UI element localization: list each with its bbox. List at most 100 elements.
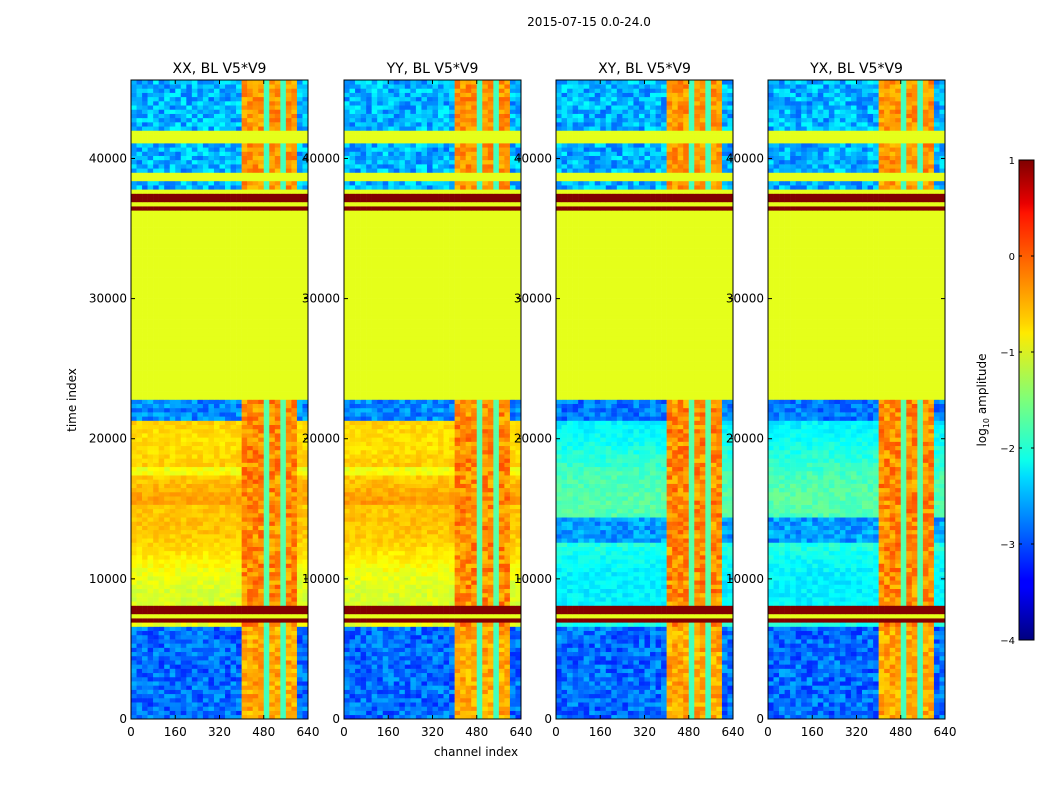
heatmap-cell [169, 243, 176, 249]
heatmap-cell [269, 626, 276, 632]
heatmap-cell [247, 96, 253, 102]
heatmap-cell [158, 441, 165, 447]
heatmap-cell [252, 424, 259, 430]
heatmap-cell [142, 504, 148, 510]
heatmap-cell [236, 626, 242, 632]
heatmap-cell [219, 609, 226, 615]
heatmap-cell [213, 227, 220, 232]
heatmap-cell [158, 206, 165, 211]
heatmap-cell [302, 630, 309, 636]
heatmap-cell [142, 454, 148, 459]
heatmap-cell [175, 315, 182, 320]
heatmap-cell [175, 605, 182, 610]
heatmap-cell [252, 239, 259, 245]
heatmap-cell [136, 214, 143, 220]
heatmap-cell [186, 340, 193, 346]
heatmap-cell [191, 374, 198, 379]
heatmap-cell [153, 176, 159, 182]
heatmap-cell [213, 550, 220, 556]
heatmap-cell [180, 479, 187, 484]
heatmap-cell [236, 201, 242, 207]
heatmap-cell [219, 706, 226, 711]
heatmap-cell [302, 412, 309, 417]
heatmap-cell [153, 155, 159, 161]
heatmap-cell [158, 592, 165, 598]
heatmap-cell [202, 185, 209, 190]
heatmap-cell [142, 155, 148, 161]
heatmap-cell [263, 534, 270, 539]
heatmap-cell [147, 235, 154, 241]
heatmap-cell [285, 159, 292, 165]
heatmap-cell [131, 277, 137, 283]
heatmap-cell [136, 328, 143, 333]
heatmap-cell [291, 357, 298, 362]
heatmap-cell [280, 117, 287, 123]
heatmap-cell [252, 357, 259, 362]
heatmap-cell [258, 143, 265, 148]
heatmap-cell [236, 151, 242, 156]
heatmap-cell [302, 639, 309, 644]
heatmap-cell [147, 672, 154, 678]
heatmap-cell [274, 159, 281, 165]
heatmap-cell [241, 609, 248, 615]
heatmap-cell [247, 88, 253, 93]
heatmap-cell [241, 559, 248, 564]
heatmap-cell [225, 248, 231, 253]
heatmap-cell [219, 479, 226, 484]
heatmap-cell [191, 454, 198, 459]
heatmap-cell [236, 222, 242, 228]
heatmap-cell [241, 668, 248, 674]
heatmap-cell [241, 344, 248, 350]
heatmap-cell [274, 206, 281, 211]
heatmap-cell [247, 260, 253, 266]
heatmap-cell [175, 407, 182, 413]
heatmap-cell [219, 664, 226, 669]
heatmap-cell [142, 534, 148, 539]
heatmap-cell [225, 109, 231, 114]
heatmap-cell [280, 193, 287, 199]
heatmap-cell [269, 483, 276, 489]
heatmap-cell [213, 420, 220, 426]
heatmap-cell [274, 332, 281, 337]
heatmap-cell [263, 269, 270, 274]
heatmap-cell [136, 702, 143, 707]
heatmap-cell [147, 269, 154, 274]
heatmap-cell [258, 151, 265, 156]
heatmap-cell [142, 391, 148, 396]
heatmap-cell [274, 395, 281, 400]
heatmap-cell [175, 576, 182, 581]
heatmap-cell [498, 714, 505, 720]
heatmap-cell [191, 538, 198, 543]
heatmap-cell [274, 193, 281, 199]
heatmap-cell [202, 668, 209, 674]
heatmap-cell [274, 168, 281, 173]
heatmap-cell [208, 96, 215, 102]
heatmap-cell [225, 609, 231, 615]
heatmap-cell [153, 647, 159, 653]
heatmap-cell [247, 399, 253, 404]
heatmap-cell [131, 605, 137, 610]
heatmap-cell [147, 159, 154, 165]
heatmap-cell [230, 437, 237, 442]
heatmap-cell [296, 269, 303, 274]
heatmap-cell [241, 206, 248, 211]
heatmap-cell [147, 344, 154, 350]
heatmap-cell [169, 706, 176, 711]
heatmap-cell [230, 491, 237, 497]
heatmap-cell [252, 164, 259, 169]
heatmap-cell [147, 122, 154, 127]
heatmap-cell [131, 252, 137, 257]
heatmap-cell [258, 285, 265, 291]
heatmap-cell [236, 428, 242, 434]
heatmap-cell [236, 655, 242, 661]
heatmap-cell [252, 374, 259, 379]
heatmap-cell [258, 470, 265, 476]
heatmap-cell [247, 546, 253, 552]
heatmap-cell [169, 542, 176, 547]
heatmap-cell [269, 655, 276, 661]
heatmap-cell [225, 189, 231, 194]
heatmap-cell [263, 332, 270, 337]
heatmap-cell [302, 647, 309, 653]
heatmap-cell [219, 567, 226, 573]
heatmap-cell [230, 201, 237, 207]
